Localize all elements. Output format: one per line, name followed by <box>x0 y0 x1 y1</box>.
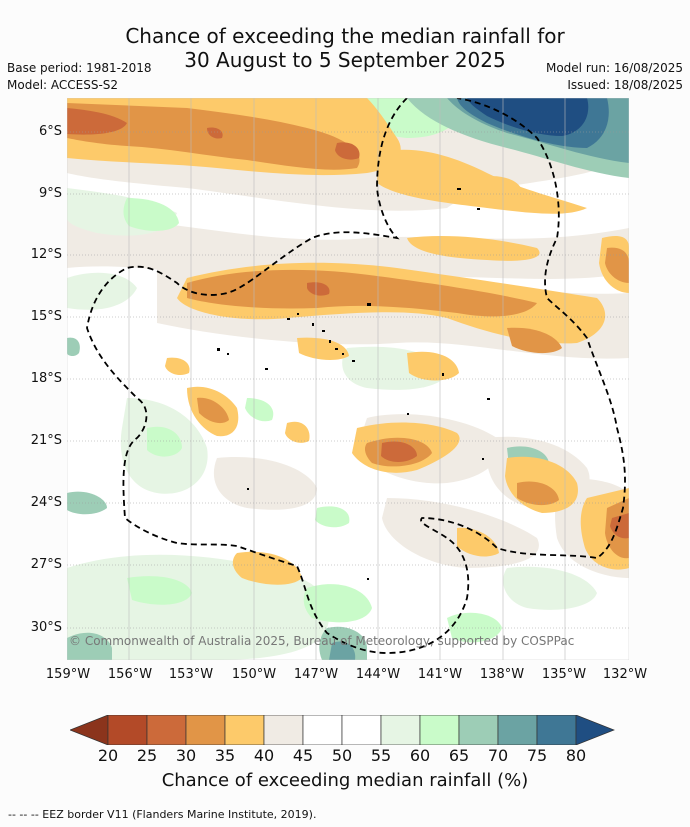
region-teal <box>329 641 356 660</box>
colorbar-tick-label: 75 <box>526 746 548 765</box>
lon-label: 132°W <box>602 667 648 682</box>
region-orange <box>605 247 629 283</box>
lat-label: 9°S <box>38 186 62 201</box>
colorbar-tick-label: 45 <box>292 746 314 765</box>
colorbar-tick-label: 35 <box>214 746 236 765</box>
colorbar-tick-label: 30 <box>175 746 197 765</box>
colorbar-cell <box>497 715 538 745</box>
region-yellow <box>407 351 459 381</box>
region-redorange <box>610 513 629 539</box>
model-run: Model run: 16/08/2025 <box>545 61 683 75</box>
copyright-notice: © Commonwealth of Australia 2025, Bureau… <box>69 634 575 648</box>
region-redorange <box>381 441 417 462</box>
lon-label: 144°W <box>355 667 401 682</box>
region-green <box>447 612 502 643</box>
region-teal <box>67 632 112 660</box>
region-yellow <box>297 337 349 360</box>
region-teal <box>67 337 80 357</box>
graticule <box>67 131 629 629</box>
colorbar-tick-label: 40 <box>253 746 275 765</box>
lon-label: 135°W <box>541 667 587 682</box>
base-period: Base period: 1981-2018 <box>7 61 152 75</box>
region-orange <box>187 269 537 317</box>
colorbar-extend-low <box>70 715 109 745</box>
region-orange <box>507 327 562 354</box>
colorbar-cell <box>458 715 499 745</box>
region-yellow <box>457 527 499 557</box>
colorbar-cell <box>419 715 460 745</box>
colorbar-cell <box>185 715 226 745</box>
eez-border <box>86 98 626 654</box>
colorbar-tick-label: 25 <box>136 746 158 765</box>
lat-label: 21°S <box>30 433 62 448</box>
colorbar-tick-label: 60 <box>409 746 431 765</box>
lat-label: 12°S <box>30 247 62 262</box>
region-yellow <box>232 551 302 585</box>
region-redorange <box>335 142 360 160</box>
region-beige <box>213 457 317 510</box>
region-orange <box>197 397 229 424</box>
lat-label: 15°S <box>30 309 62 324</box>
region-green <box>123 198 179 231</box>
region-redorange <box>307 282 330 296</box>
colorbar-cell <box>341 715 382 745</box>
lon-label: 147°W <box>293 667 339 682</box>
colorbar-extend-high <box>575 715 615 745</box>
map-title-line2: 30 August to 5 September 2025 <box>184 48 506 72</box>
lat-label: 18°S <box>30 371 62 386</box>
region-redorange <box>207 127 223 139</box>
region-green <box>147 426 182 457</box>
eez-legend-note: -- -- -- EEZ border V11 (Flanders Marine… <box>8 808 317 821</box>
lon-label: 138°W <box>479 667 525 682</box>
lon-label: 159°W <box>45 667 91 682</box>
colorbar-cell <box>107 715 148 745</box>
region-yellow <box>165 357 190 376</box>
lon-label: 141°W <box>417 667 463 682</box>
region-green <box>315 506 350 528</box>
colorbar-cell <box>263 715 304 745</box>
region-redorange <box>67 108 127 135</box>
rainfall-map <box>67 98 629 660</box>
model-name: Model: ACCESS-S2 <box>7 78 119 92</box>
colorbar-cell <box>536 715 577 745</box>
map-title-line1: Chance of exceeding the median rainfall … <box>125 24 565 48</box>
issued-date: Issued: 18/08/2025 <box>567 78 683 92</box>
colorbar-cell <box>224 715 265 745</box>
region-lightgreen <box>67 272 137 310</box>
colorbar-label: Chance of exceeding median rainfall (%) <box>161 770 529 791</box>
region-green <box>245 398 274 422</box>
colorbar-tick-label: 80 <box>565 746 587 765</box>
lon-label: 153°W <box>168 667 214 682</box>
region-yellow <box>285 421 310 443</box>
region-teal <box>67 491 107 515</box>
lat-label: 24°S <box>30 495 62 510</box>
region-green <box>127 576 192 605</box>
lat-label: 6°S <box>38 124 62 139</box>
lon-label: 150°W <box>231 667 277 682</box>
colorbar-cell <box>146 715 187 745</box>
colorbar-tick-label: 70 <box>487 746 509 765</box>
islands <box>217 188 490 580</box>
colorbar-tick-label: 65 <box>448 746 470 765</box>
region-green <box>303 584 372 623</box>
colorbar-cell <box>380 715 421 745</box>
lat-label: 30°S <box>30 620 62 635</box>
colorbar-tick-label: 55 <box>370 746 392 765</box>
colorbar-tick-label: 20 <box>97 746 119 765</box>
region-lightgreen <box>503 566 597 610</box>
colorbar-tick-label: 50 <box>331 746 353 765</box>
lat-label: 27°S <box>30 557 62 572</box>
region-orange <box>517 481 559 506</box>
colorbar <box>70 715 615 745</box>
region-yellow <box>477 176 522 196</box>
colorbar-cell <box>302 715 343 745</box>
region-darkblue <box>467 98 589 136</box>
lon-label: 156°W <box>107 667 153 682</box>
